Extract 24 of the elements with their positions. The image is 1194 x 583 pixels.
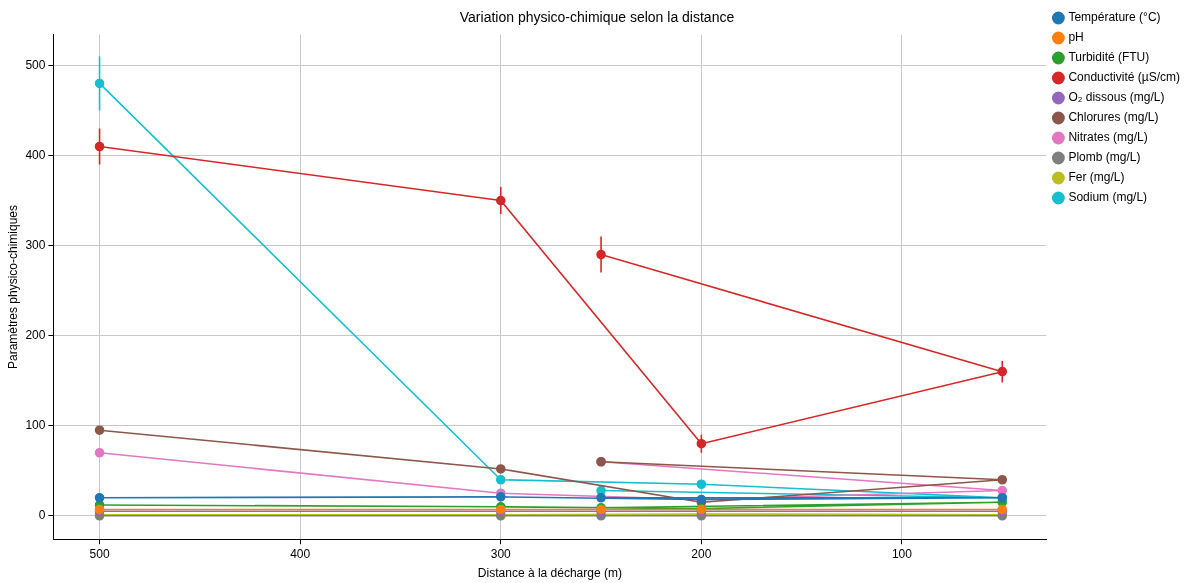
y-axis-title: Paramètres physico-chimiques [5,204,20,370]
legend-label: Nitrates (mg/L) [1068,130,1148,145]
y-tick-label: 400 [25,147,46,162]
y-tick-label: 100 [25,418,46,433]
x-tick-label: 200 [691,546,712,561]
x-tick-label: 100 [891,546,913,561]
y-tick-label: 300 [25,237,46,252]
x-tick-label: 500 [89,546,110,561]
legend-label: Plomb (mg/L) [1068,150,1141,165]
legend-label: Sodium (mg/L) [1068,190,1148,205]
x-tick-label: 300 [490,546,512,561]
y-tick-label: 500 [25,57,46,72]
legend-label: Conductivité (µS/cm) [1068,70,1180,85]
legend-label: O₂ dissous (mg/L) [1068,90,1165,105]
legend-label: pH [1068,30,1084,45]
legend-label: Chlorures (mg/L) [1068,110,1159,125]
legend-label: Température (°C) [1068,10,1161,25]
legend-label: Fer (mg/L) [1068,170,1125,185]
legend-label: Turbidité (FTU) [1068,50,1150,65]
y-tick-label: 200 [25,327,46,342]
x-axis-title: Distance à la décharge (m) [477,566,622,581]
y-tick-label: 0 [38,508,46,523]
x-tick-label: 400 [290,546,311,561]
chart-title: Variation physico-chimique selon la distance [459,9,735,26]
